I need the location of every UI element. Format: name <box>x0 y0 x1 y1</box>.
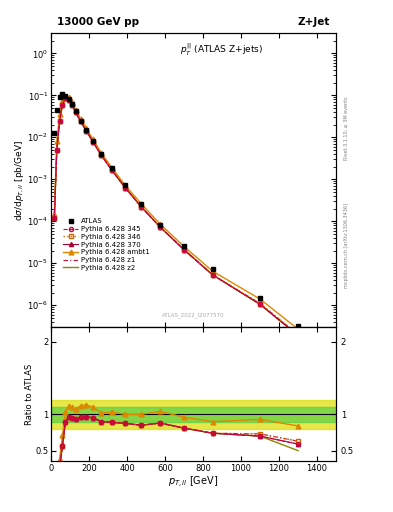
Text: ATLAS_2022_I2077570: ATLAS_2022_I2077570 <box>162 313 225 318</box>
Text: mcplots.cern.ch [arXiv:1306.3436]: mcplots.cern.ch [arXiv:1306.3436] <box>344 203 349 288</box>
Y-axis label: Ratio to ATLAS: Ratio to ATLAS <box>25 364 34 424</box>
Text: 13000 GeV pp: 13000 GeV pp <box>57 17 139 28</box>
X-axis label: $p_{T,ll}$ [GeV]: $p_{T,ll}$ [GeV] <box>169 475 219 490</box>
Text: Z+Jet: Z+Jet <box>298 17 330 28</box>
Text: Rivet 3.1.10, ≥ 3M events: Rivet 3.1.10, ≥ 3M events <box>344 96 349 160</box>
Legend: ATLAS, Pythia 6.428 345, Pythia 6.428 346, Pythia 6.428 370, Pythia 6.428 ambt1,: ATLAS, Pythia 6.428 345, Pythia 6.428 34… <box>63 219 150 271</box>
Text: $p_T^{||}$ (ATLAS Z+jets): $p_T^{||}$ (ATLAS Z+jets) <box>180 42 264 58</box>
Y-axis label: d$\sigma$/d$p_{T,ll}$ [pb/GeV]: d$\sigma$/d$p_{T,ll}$ [pb/GeV] <box>13 140 26 221</box>
